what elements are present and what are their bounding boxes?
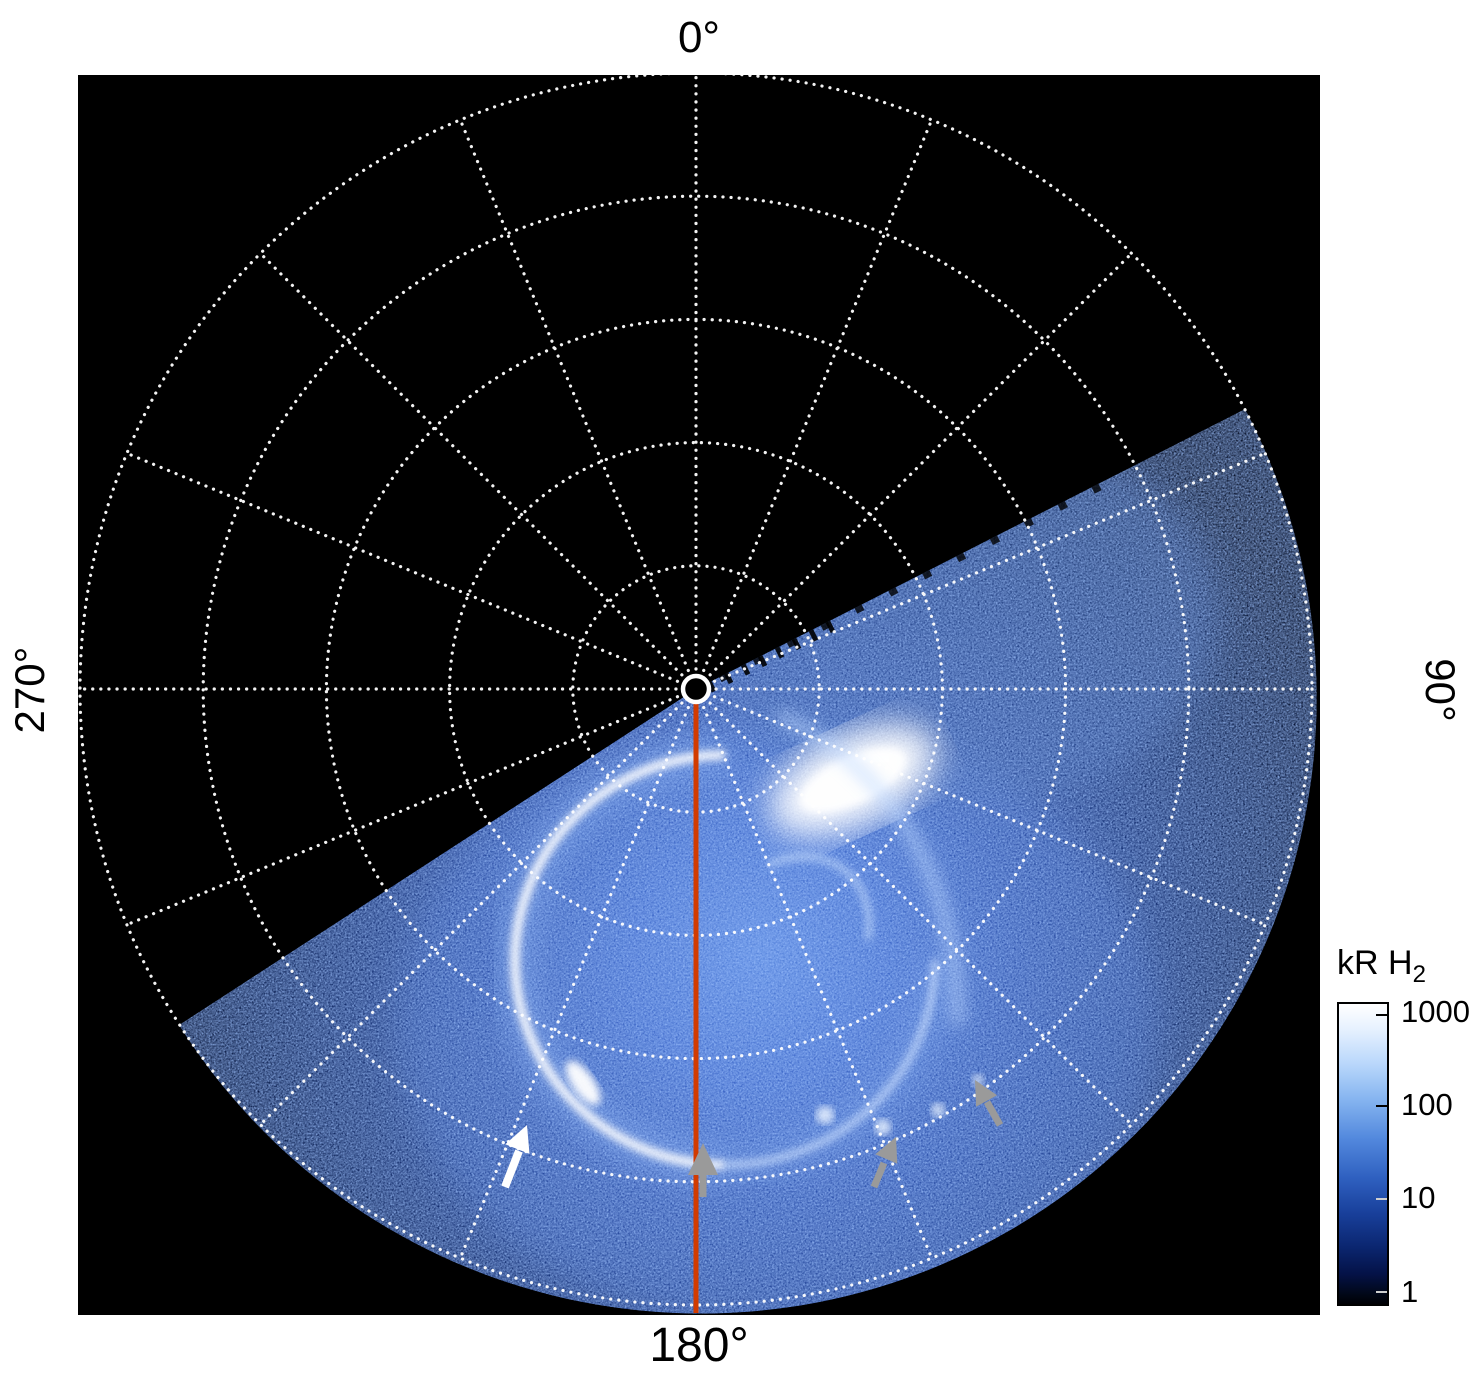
colorbar-tick-1000	[1376, 1014, 1387, 1016]
angle-label-90: 90°	[1417, 658, 1464, 722]
polar-plot-canvas	[78, 75, 1317, 1314]
colorbar-label-1000: 1000	[1401, 994, 1470, 1029]
angle-label-0: 0°	[677, 13, 721, 62]
colorbar-tick-10	[1376, 1198, 1387, 1200]
colorbar-title-text: kR H	[1337, 944, 1413, 982]
aurora-emission-image	[179, 409, 1317, 1314]
colorbar: kR H2 1000 100 10 1	[1337, 946, 1481, 1321]
annotation-arrow-gray-right	[870, 1137, 898, 1189]
colorbar-title: kR H2	[1337, 946, 1426, 987]
annotation-arrow-gray-center	[688, 1143, 718, 1197]
annotation-arrow-white	[501, 1125, 530, 1189]
colorbar-gradient	[1337, 1002, 1389, 1306]
colorbar-title-subscript: 2	[1412, 960, 1426, 988]
colorbar-tick-100	[1376, 1105, 1387, 1107]
colorbar-label-10: 10	[1401, 1180, 1436, 1215]
pole-marker	[680, 673, 712, 705]
angle-label-180: 180°	[649, 1319, 749, 1372]
polar-plot-area	[78, 75, 1320, 1315]
colorbar-label-1: 1	[1401, 1274, 1419, 1309]
colorbar-tick-1	[1376, 1291, 1387, 1293]
angle-label-270: 270°	[6, 646, 53, 734]
colorbar-label-100: 100	[1401, 1087, 1453, 1122]
annotation-arrow-gray-upper	[975, 1080, 1004, 1127]
